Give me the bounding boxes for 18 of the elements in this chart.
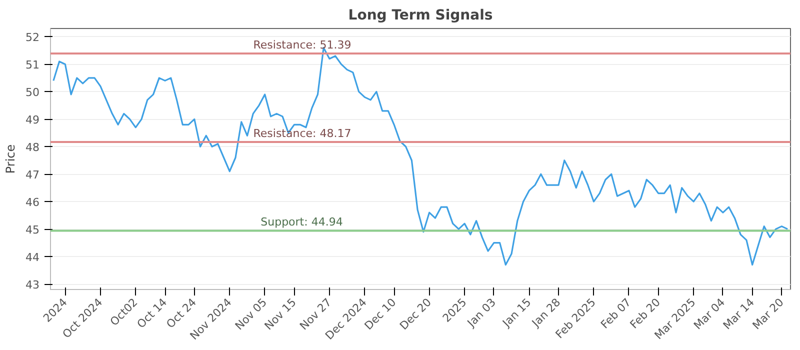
y-tick-label: 46 xyxy=(26,196,40,210)
y-tick-label: 45 xyxy=(26,224,40,237)
x-tick-label: Jan 15 xyxy=(499,296,534,330)
y-tick-label: 44 xyxy=(26,251,40,264)
x-tick-label: Dec 20 xyxy=(397,296,434,333)
y-tick-label: 51 xyxy=(26,58,40,72)
y-tick-label: 52 xyxy=(26,31,40,44)
y-tick-label: 47 xyxy=(26,168,40,182)
x-tick-label: Jan 03 xyxy=(464,296,499,330)
y-tick-label: 49 xyxy=(26,114,40,127)
chart-title: Long Term Signals xyxy=(348,8,493,24)
y-tick-label: 48 xyxy=(26,141,40,154)
y-axis-title: Price xyxy=(4,144,18,174)
y-tick-label: 43 xyxy=(26,278,40,292)
ref-line-label: Resistance: 51.39 xyxy=(253,38,352,52)
ref-line-label: Support: 44.94 xyxy=(260,216,343,229)
y-tick-label: 50 xyxy=(26,86,40,100)
ref-line-label: Resistance: 48.17 xyxy=(253,126,352,140)
